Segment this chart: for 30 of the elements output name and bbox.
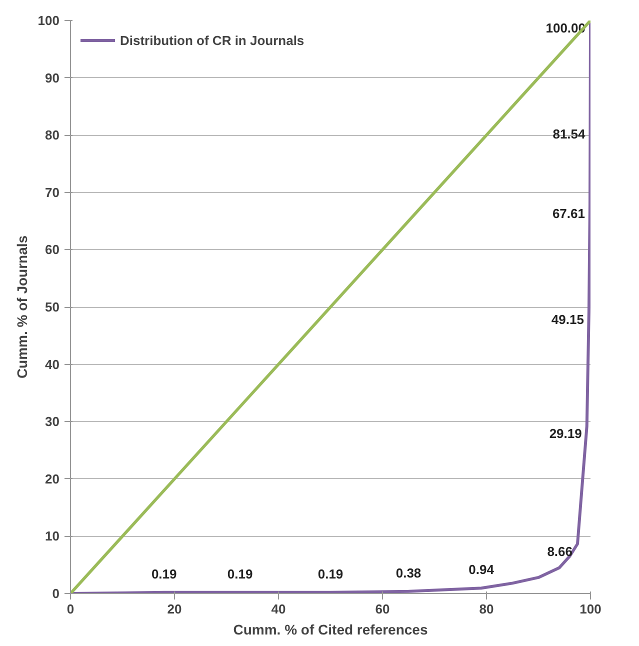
y-tick-label: 80 [45, 128, 60, 143]
y-tick-label: 70 [45, 184, 60, 200]
y-tick-label: 100 [38, 13, 60, 28]
data-label: 49.15 [551, 312, 584, 327]
data-label: 0.38 [396, 565, 422, 580]
y-tick-label: 0 [52, 586, 60, 601]
x-tick-label: 60 [375, 602, 390, 616]
data-label: 29.19 [549, 426, 582, 442]
data-label: 81.54 [552, 126, 586, 142]
data-label: 0.19 [318, 566, 344, 582]
y-tick-label: 60 [45, 242, 60, 258]
y-tick-label: 10 [45, 528, 60, 544]
data-label: 0.19 [227, 566, 253, 582]
x-tick-label: 20 [167, 602, 182, 616]
y-tick-label: 40 [45, 356, 60, 372]
data-label: 67.61 [552, 206, 585, 222]
x-tick-label: 40 [271, 602, 286, 616]
y-axis-title: Cumm. % of Journals [14, 235, 30, 379]
y-tick-label: 90 [45, 70, 60, 86]
y-tick-label: 30 [45, 414, 60, 430]
x-axis-title: Cumm. % of Cited references [233, 622, 428, 638]
data-label: 0.19 [151, 566, 177, 582]
data-label: 0.94 [468, 562, 495, 578]
data-label: 8.66 [547, 544, 573, 559]
y-tick-label: 50 [45, 300, 60, 314]
y-tick-label: 20 [45, 471, 60, 486]
x-tick-label: 0 [66, 602, 74, 616]
x-tick-label: 80 [479, 602, 494, 616]
legend-label: Distribution of CR in Journals [120, 32, 304, 48]
x-tick-label: 100 [580, 602, 602, 616]
